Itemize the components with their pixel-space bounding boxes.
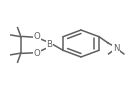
Text: O: O [33, 49, 40, 58]
Text: O: O [33, 32, 40, 41]
Text: B: B [46, 40, 52, 49]
Text: N: N [113, 44, 119, 53]
